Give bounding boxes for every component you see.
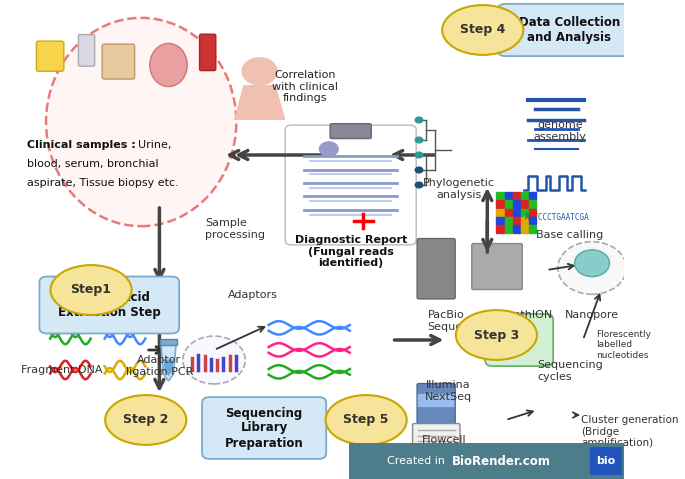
Bar: [512, 225, 520, 233]
Bar: [505, 225, 512, 233]
Text: genome
assembly: genome assembly: [534, 120, 586, 142]
Bar: [529, 201, 536, 208]
FancyBboxPatch shape: [330, 124, 371, 138]
Bar: [590, 447, 622, 475]
Ellipse shape: [46, 18, 236, 226]
Ellipse shape: [51, 265, 132, 315]
FancyBboxPatch shape: [498, 4, 640, 56]
Ellipse shape: [105, 395, 186, 445]
FancyBboxPatch shape: [40, 276, 179, 333]
Circle shape: [575, 250, 610, 276]
Bar: [505, 209, 512, 217]
Text: bio: bio: [596, 456, 615, 466]
Bar: [529, 217, 536, 225]
Bar: [497, 225, 504, 233]
Bar: [505, 201, 512, 208]
Text: PacBio
Sequel: PacBio Sequel: [427, 310, 465, 331]
Text: Adaptor
ligation PCR: Adaptor ligation PCR: [126, 355, 193, 376]
Text: Sequencing
Library
Preparation: Sequencing Library Preparation: [225, 407, 303, 449]
Text: NGS: NGS: [503, 333, 536, 347]
Text: Nanopore: Nanopore: [565, 310, 619, 320]
Circle shape: [319, 142, 338, 156]
FancyBboxPatch shape: [472, 243, 522, 289]
FancyBboxPatch shape: [412, 423, 460, 450]
Bar: [349, 443, 624, 479]
Text: Base calling: Base calling: [536, 230, 603, 240]
Bar: [497, 201, 504, 208]
Text: Correlation
with clinical
findings: Correlation with clinical findings: [272, 70, 338, 103]
Ellipse shape: [456, 310, 537, 360]
Text: aspirate, Tissue biopsy etc.: aspirate, Tissue biopsy etc.: [27, 178, 179, 188]
FancyBboxPatch shape: [485, 314, 553, 366]
Circle shape: [415, 152, 423, 158]
Text: Phylogenetic
analysis: Phylogenetic analysis: [423, 178, 495, 200]
FancyBboxPatch shape: [417, 384, 455, 432]
Text: PromethION: PromethION: [486, 310, 553, 320]
Text: Step 4: Step 4: [460, 23, 506, 36]
Bar: [521, 209, 528, 217]
Text: Sample
processing: Sample processing: [205, 218, 265, 240]
Bar: [497, 217, 504, 225]
Text: Step 2: Step 2: [123, 413, 169, 426]
Bar: [512, 209, 520, 217]
Circle shape: [415, 117, 423, 123]
Text: Clinical samples :: Clinical samples :: [27, 140, 140, 150]
Text: Data Collection
and Analysis: Data Collection and Analysis: [519, 16, 620, 44]
Text: Florescently
labelled
nucleotides: Florescently labelled nucleotides: [597, 330, 651, 360]
Bar: [497, 193, 504, 200]
Bar: [529, 193, 536, 200]
Circle shape: [415, 137, 423, 143]
Text: Diagnostic Report
(Fungal reads
identified): Diagnostic Report (Fungal reads identifi…: [295, 235, 407, 269]
Text: Nucleic Acid
Extraction Step: Nucleic Acid Extraction Step: [58, 291, 161, 319]
Ellipse shape: [325, 395, 407, 445]
Circle shape: [242, 58, 277, 85]
FancyBboxPatch shape: [78, 34, 95, 66]
FancyBboxPatch shape: [36, 41, 64, 71]
Text: AGTCCCTGAATCGA: AGTCCCTGAATCGA: [525, 213, 589, 222]
Bar: [521, 217, 528, 225]
Circle shape: [415, 167, 423, 173]
FancyBboxPatch shape: [199, 34, 216, 70]
Text: Sequencing
cycles: Sequencing cycles: [538, 360, 603, 382]
Bar: [529, 209, 536, 217]
Bar: [497, 209, 504, 217]
FancyBboxPatch shape: [418, 394, 455, 408]
Bar: [521, 201, 528, 208]
Text: BioRender.com: BioRender.com: [452, 455, 551, 468]
Polygon shape: [164, 359, 173, 376]
Circle shape: [415, 182, 423, 188]
Bar: [529, 225, 536, 233]
Bar: [505, 193, 512, 200]
Circle shape: [183, 336, 245, 384]
Text: Fragment DNA: Fragment DNA: [21, 365, 103, 375]
Text: Illumina
NextSeq: Illumina NextSeq: [425, 380, 472, 401]
Text: Cluster generation
(Bridge
amplification): Cluster generation (Bridge amplification…: [581, 415, 679, 448]
Bar: [512, 201, 520, 208]
Bar: [521, 225, 528, 233]
Text: blood, serum, bronchial: blood, serum, bronchial: [27, 159, 159, 169]
Bar: [512, 193, 520, 200]
Text: Adaptors: Adaptors: [227, 290, 277, 300]
Circle shape: [558, 241, 626, 294]
FancyBboxPatch shape: [202, 397, 326, 459]
Text: Step 5: Step 5: [343, 413, 389, 426]
Polygon shape: [161, 345, 176, 381]
Ellipse shape: [150, 44, 187, 87]
Bar: [521, 193, 528, 200]
Polygon shape: [235, 86, 284, 119]
Bar: [160, 339, 177, 345]
Text: Created in: Created in: [387, 456, 449, 466]
Text: Urine,: Urine,: [138, 140, 172, 150]
Text: Step1: Step1: [71, 284, 112, 297]
Bar: [505, 217, 512, 225]
Ellipse shape: [443, 5, 523, 55]
Text: Step 3: Step 3: [474, 329, 519, 342]
FancyBboxPatch shape: [285, 125, 416, 245]
FancyBboxPatch shape: [417, 239, 455, 299]
Bar: [512, 217, 520, 225]
Text: Flowcell: Flowcell: [422, 435, 466, 445]
FancyBboxPatch shape: [102, 44, 135, 79]
